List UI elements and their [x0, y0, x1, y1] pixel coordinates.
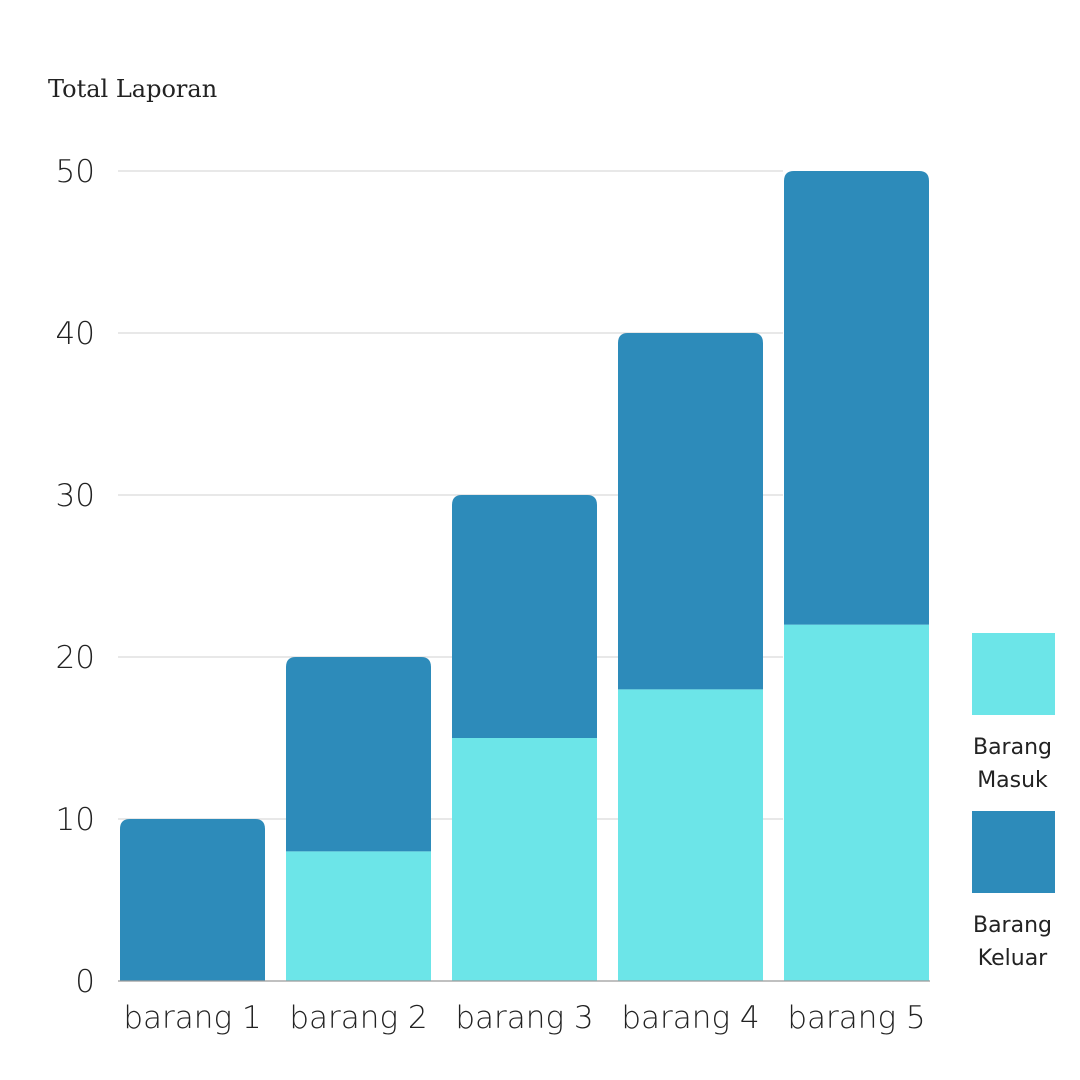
x-tick-label: barang 1 — [123, 1000, 261, 1036]
legend-swatch-barang-keluar — [972, 811, 1055, 893]
bar-barang-5-barang-masuk — [784, 624, 929, 981]
bar-barang-2-barang-keluar — [286, 657, 431, 852]
bar-barang-4-barang-keluar — [618, 333, 763, 690]
y-tick-label: 20 — [56, 640, 95, 676]
x-axis-tick-labels: barang 1 barang 2 barang 3 barang 4 barang 5 — [123, 1000, 925, 1036]
bar-barang-4-barang-masuk — [618, 689, 763, 981]
chart-title: Total Laporan — [48, 75, 217, 103]
bar-barang-3-barang-keluar — [452, 495, 597, 738]
bar-barang-2-barang-masuk — [286, 851, 431, 981]
bars — [120, 171, 929, 981]
legend-swatch-barang-masuk — [972, 633, 1055, 715]
x-tick-label: barang 4 — [621, 1000, 759, 1036]
x-tick-label: barang 5 — [787, 1000, 925, 1036]
bar-barang-1-barang-keluar — [120, 819, 265, 981]
y-tick-label: 10 — [56, 802, 95, 838]
y-axis-tick-labels: 0 10 20 30 40 50 — [56, 154, 95, 1000]
y-tick-label: 50 — [56, 154, 95, 190]
legend-label-barang-keluar: Barang Keluar — [973, 913, 1052, 971]
bar-barang-5-barang-keluar — [784, 171, 929, 625]
y-tick-label: 0 — [75, 964, 95, 1000]
legend-label-barang-masuk: Barang Masuk — [973, 735, 1052, 793]
x-tick-label: barang 3 — [455, 1000, 593, 1036]
legend: Barang Masuk Barang Keluar — [972, 633, 1055, 971]
bar-barang-3-barang-masuk — [452, 738, 597, 981]
y-tick-label: 40 — [56, 316, 95, 352]
y-tick-label: 30 — [56, 478, 95, 514]
x-tick-label: barang 2 — [289, 1000, 427, 1036]
